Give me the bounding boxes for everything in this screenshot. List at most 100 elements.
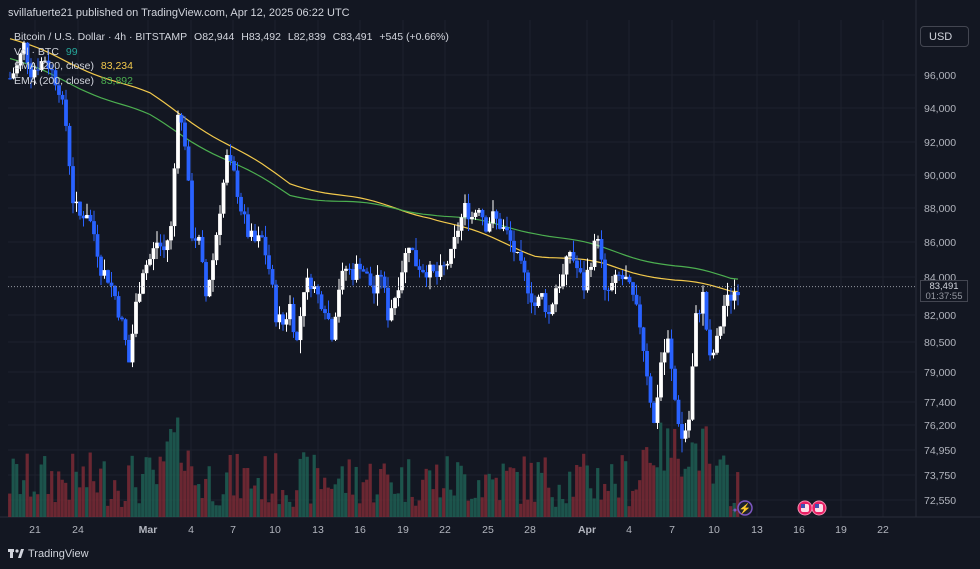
volume-bar [270,493,274,517]
candle-body [305,277,310,293]
ema-line [9,57,739,280]
time-tick-label: 22 [877,524,889,536]
legend-sma-row: SMA (200, close) 83,234 [14,59,453,74]
candle-body [722,305,726,327]
candle-body [379,274,383,277]
volume-bar [414,505,418,517]
candle-body [113,285,117,297]
volume-bar [592,498,596,517]
volume-bar [547,487,551,517]
ema-label[interactable]: EMA (200, close) [14,74,94,87]
candle-body [29,63,33,78]
candle-body [165,240,170,251]
volume-bar [8,493,12,517]
candle-body [438,265,443,277]
candle-body [302,292,306,317]
candle-body [669,338,674,369]
candle-body [256,235,261,242]
volume-bar [263,456,267,517]
volume-bar [172,432,176,517]
volume-bar [176,417,180,517]
candle-body [50,68,54,71]
sma-label[interactable]: SMA (200, close) [14,60,94,72]
candle-body [22,42,26,54]
time-axis[interactable]: 21 24 Mar 4 7 10 13 16 19 22 25 28 Apr 4 7 10 13 16 19 22 [29,524,889,536]
volume-bars [8,417,740,517]
price-tick-label: 74,950 [924,445,956,457]
volume-bar [74,471,78,517]
candle-body [494,211,499,219]
candle-body [365,271,369,274]
volume-bar [554,506,558,517]
candle-body [515,251,520,253]
legend-symbol-row: Bitcoin / U.S. Dollar · 4h · BITSTAMP O8… [14,30,453,45]
symbol-title[interactable]: Bitcoin / U.S. Dollar · 4h · BITSTAMP [14,31,188,43]
tradingview-logo[interactable]: TradingView [8,548,89,560]
candle-body [631,282,635,295]
candle-body [200,236,205,263]
candle-body [417,266,422,270]
volume-bar [694,443,698,517]
candle-body [645,350,649,377]
volume-bar [18,494,22,517]
volume-bar [568,471,572,517]
volume-bar [396,493,400,517]
time-tick-label: 19 [835,524,847,536]
volume-bar [379,469,383,517]
candle-body [281,314,285,325]
candle-body [134,301,138,334]
candle-body [589,266,593,270]
volume-bar [515,471,519,517]
volume-bar [400,467,404,517]
currency-button[interactable]: USD [920,26,969,47]
volume-bar [459,465,463,517]
volume-bar [295,490,299,517]
candle-body [344,268,348,271]
volume-bar [39,464,43,517]
flag-canton [801,504,805,508]
candle-body [130,333,135,363]
volume-bar [354,466,358,517]
volume-bar [190,466,194,517]
candle-body [463,203,467,218]
time-tick-label: 10 [269,524,281,536]
volume-bar [596,468,600,517]
volume-bar [11,458,15,517]
candle-body [564,256,569,275]
volume-bar [431,489,435,517]
candle-body [95,234,100,257]
volume-bar [389,482,393,517]
candle-body [57,85,61,95]
volume-bar [501,463,505,517]
candle-body [218,213,222,235]
price-axis[interactable]: 96,00094,00092,00090,00088,00086,00084,0… [924,70,956,507]
price-tick-label: 86,000 [924,237,956,249]
candle-body [680,424,684,439]
candle-body [99,256,103,276]
volume-label[interactable]: Vol · BTC [14,45,59,58]
volume-bar [302,452,306,517]
candle-body [64,99,68,126]
candle-body [211,260,215,280]
candle-body [225,155,229,183]
candle-body [190,180,194,239]
volume-bar [232,495,236,517]
candle-body [186,146,191,181]
candle-body [39,61,44,70]
lightning-event-icon [737,500,753,516]
volume-bar [736,472,740,517]
candle-body [529,293,534,303]
candle-body [634,294,639,305]
price-tick-label: 82,000 [924,310,956,322]
volume-bar [543,457,547,517]
candle-body [330,319,334,340]
event-markers[interactable]: ⚡✦ [732,500,827,516]
sma-path [9,38,739,293]
candle-body [323,309,327,314]
candle-body [554,288,558,305]
volume-bar [351,494,355,517]
candle-body [148,259,152,265]
price-tick-label: 77,400 [924,397,956,409]
candle-body [659,362,663,398]
